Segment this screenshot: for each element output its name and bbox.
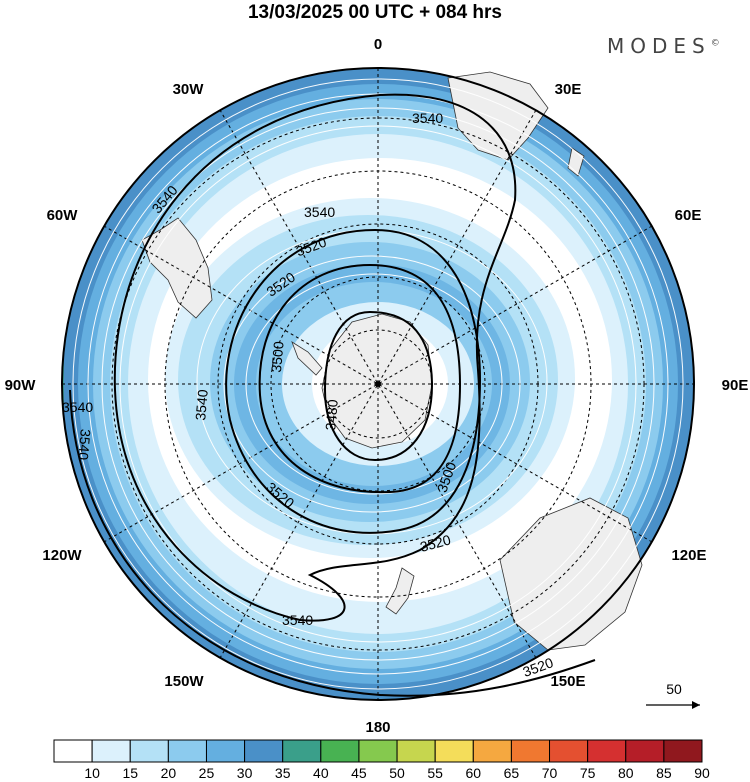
colorbar-tick-label: 70: [542, 765, 558, 781]
contour-3480: [323, 310, 434, 462]
colorbar-tick-label: 80: [618, 765, 634, 781]
colorbar-swatch: [510, 739, 551, 763]
colorbar-swatch: [91, 739, 131, 763]
land-new-zealand: [385, 567, 415, 615]
colorbar-swatch: [358, 739, 398, 763]
contour-3540-southern: [69, 389, 596, 697]
land-australia: [499, 497, 643, 651]
lon-label-0: 0: [374, 36, 382, 53]
wind-reference-label: 50: [666, 681, 682, 697]
south-pole-marker: [375, 381, 381, 387]
colorbar-tick-label: 50: [389, 765, 405, 781]
colorbar-swatch: [434, 739, 474, 763]
contour-3520: [225, 228, 482, 534]
colorbar-tick-label: 25: [199, 765, 215, 781]
contour-label: 3520: [418, 531, 452, 555]
colorbar-swatch: [167, 739, 207, 763]
contour-label: 3540: [282, 612, 313, 628]
lon-label-120w: 120W: [42, 547, 82, 564]
map-title: 13/03/2025 00 UTC + 084 hrs: [247, 2, 503, 23]
contour-label: 3500: [268, 340, 287, 373]
colorbar-tick-label: 20: [161, 765, 177, 781]
lon-label-30e: 30E: [555, 81, 582, 98]
colorbar-swatch: [625, 739, 665, 763]
lon-label-180: 180: [365, 719, 390, 736]
colorbar-tick-label: 15: [122, 765, 138, 781]
graticule: [62, 68, 694, 700]
colorbar-tick-label: 10: [84, 765, 100, 781]
contour-label: 3540: [412, 110, 443, 126]
landmasses: [141, 71, 643, 651]
colorbar-swatch: [663, 739, 703, 763]
lon-label-90e: 90E: [722, 377, 749, 394]
colorbar-swatch: [472, 739, 512, 763]
lon-label-120e: 120E: [671, 547, 706, 564]
colorbar-tick-label: 30: [237, 765, 253, 781]
colorbar-swatch: [396, 739, 436, 763]
colorbar-swatch: [587, 739, 627, 763]
brand-logo: MODES©: [607, 34, 720, 58]
colorbar-tick-label: 60: [466, 765, 482, 781]
map-border: [61, 67, 695, 701]
wind-reference-arrowhead-icon: [692, 701, 700, 709]
colorbar-swatch: [205, 739, 246, 763]
lon-label-150w: 150W: [164, 673, 204, 690]
colorbar-tick-label: 85: [656, 765, 672, 781]
lon-label-60w: 60W: [47, 207, 79, 224]
height-contours: [69, 93, 596, 697]
longitude-labels: 0 30E 60E 90E 120E 150E 180 150W 120W 90…: [5, 36, 749, 736]
brand-text: MODES: [607, 34, 711, 58]
colorbar-swatch: [53, 739, 93, 763]
colorbar-tick-label: 65: [504, 765, 520, 781]
contour-label: 3540: [304, 204, 335, 220]
lon-label-150e: 150E: [550, 673, 585, 690]
wind-reference: 50: [646, 681, 700, 709]
land-antarctic-peninsula: [291, 341, 323, 376]
colorbar-tick-label: 35: [275, 765, 291, 781]
colorbar-tick-label: 75: [580, 765, 596, 781]
lon-label-60e: 60E: [675, 207, 702, 224]
lon-label-30w: 30W: [173, 81, 205, 98]
lon-label-90w: 90W: [5, 377, 37, 394]
contour-label: 3540: [62, 399, 93, 415]
colorbar-tick-label: 40: [313, 765, 329, 781]
colorbar-tick-label: 90: [694, 765, 710, 781]
colorbar-swatch: [282, 739, 322, 763]
contour-label: 3540: [192, 388, 211, 421]
colorbar-tick-label: 45: [351, 765, 367, 781]
colorbar-tick-label: 55: [427, 765, 443, 781]
brand-mark: ©: [710, 38, 720, 49]
contour-label: 3480: [322, 398, 341, 431]
colorbar-swatch: [129, 739, 169, 763]
colorbar: 10 15 20 25 30 35 40 45 50 55 60 65 70 75 80 85 90: [53, 739, 710, 781]
contour-3540-outer: [113, 93, 517, 622]
colorbar-swatch: [244, 739, 284, 763]
contour-label: 3540: [75, 428, 94, 461]
contour-3500: [258, 263, 462, 494]
colorbar-swatch: [549, 739, 589, 763]
colorbar-swatch: [320, 739, 360, 763]
